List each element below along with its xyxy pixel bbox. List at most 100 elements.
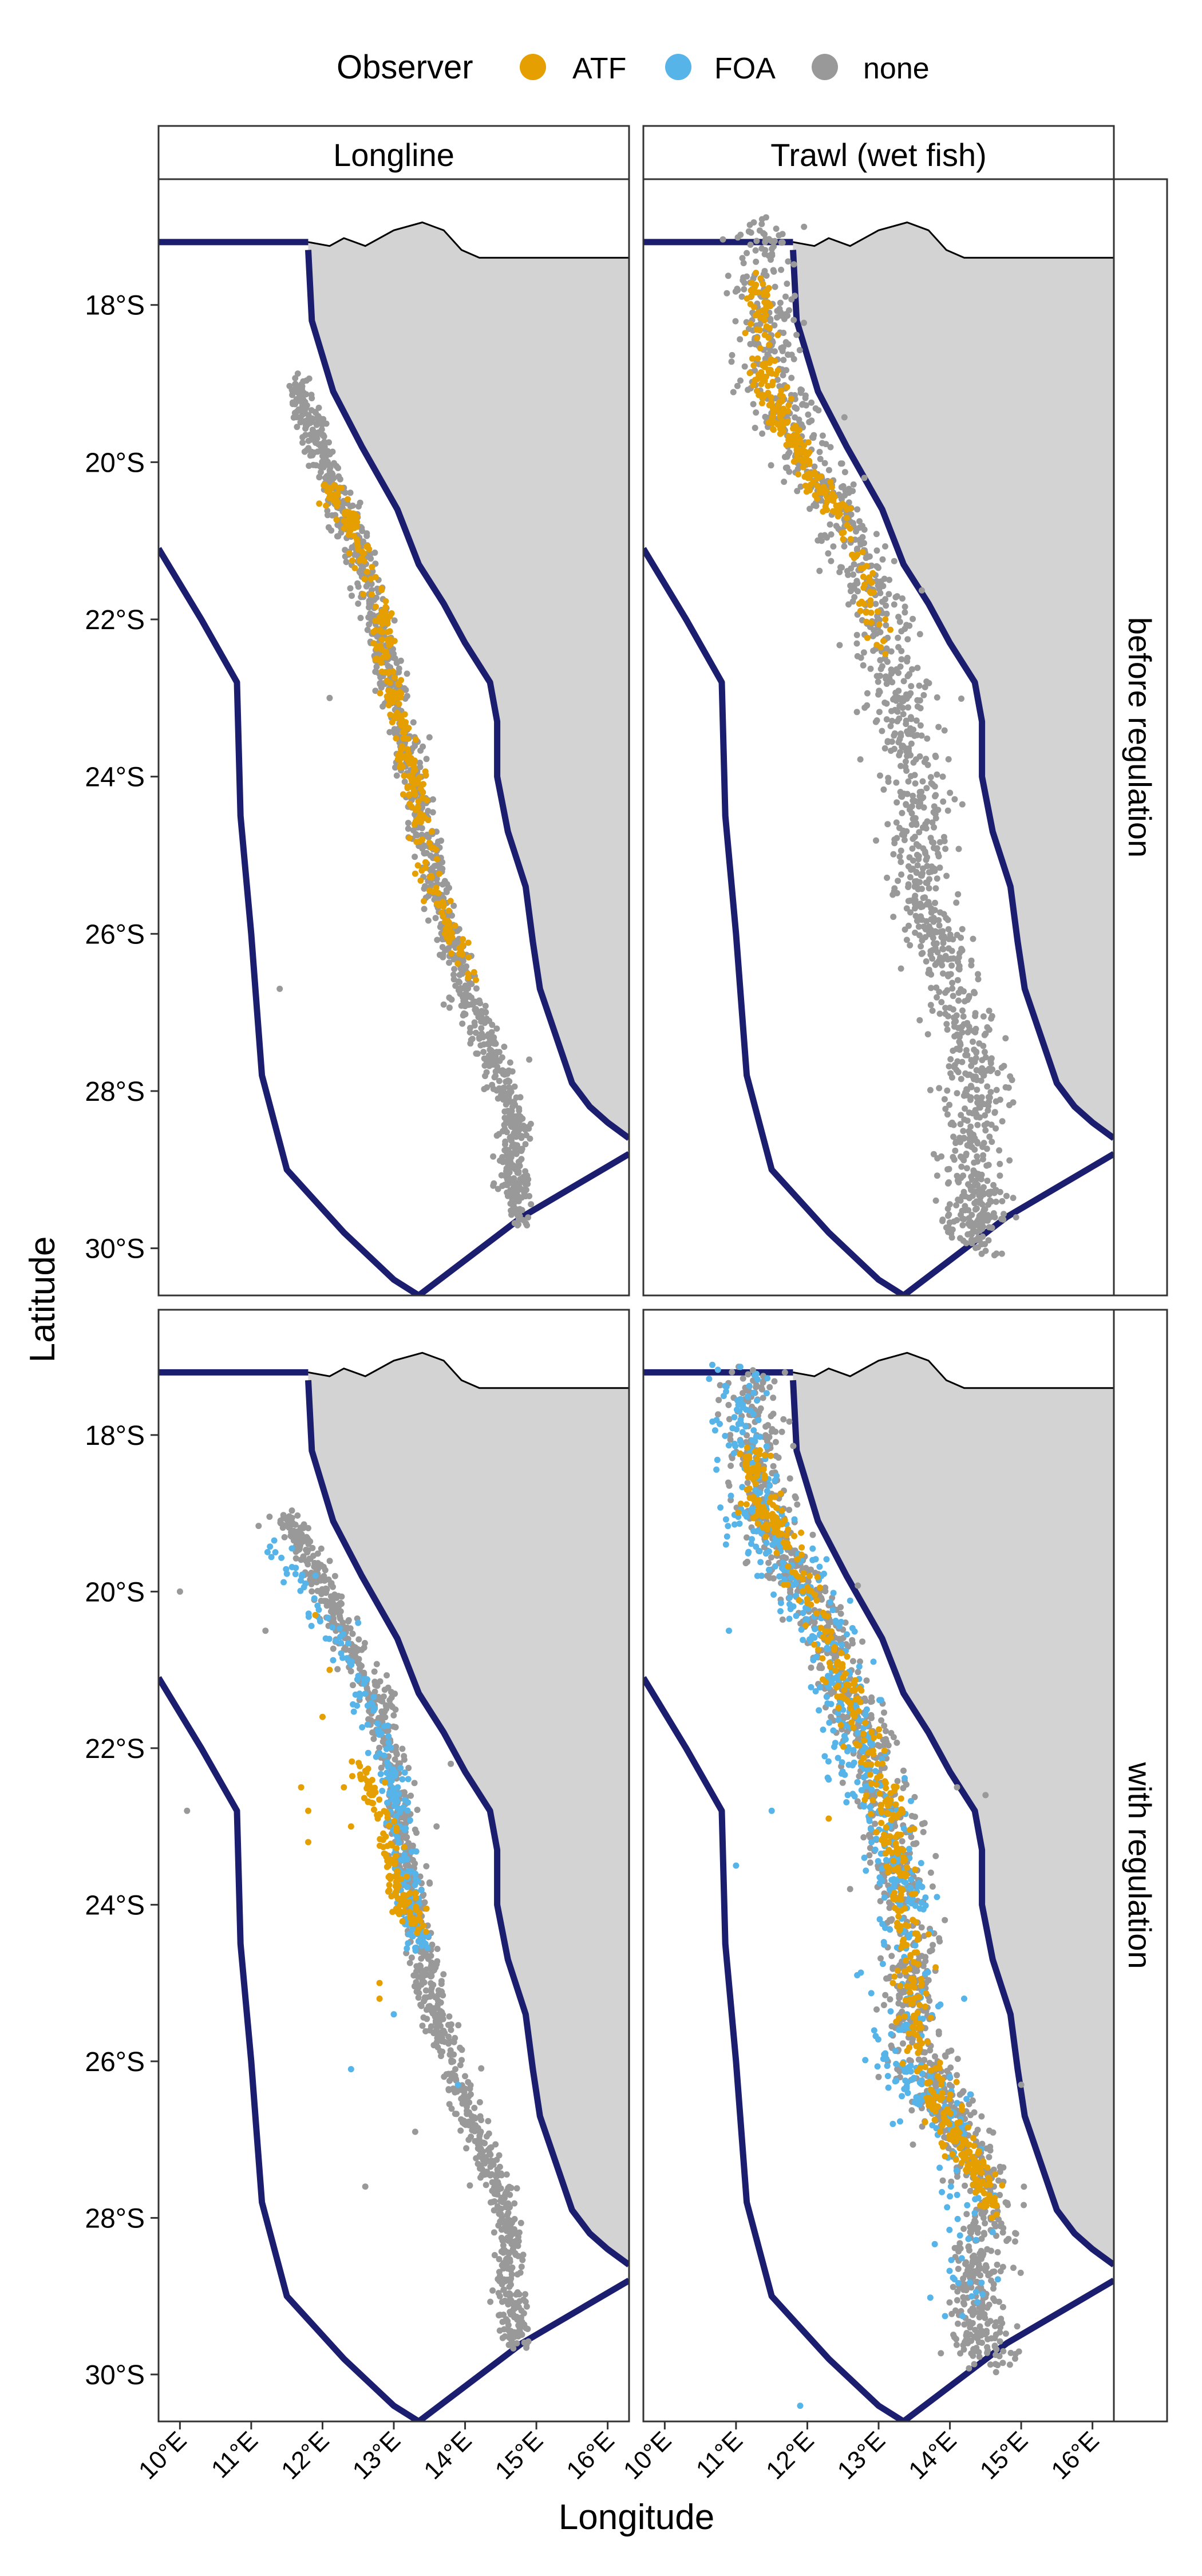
point-none <box>734 382 741 389</box>
point-none <box>986 1008 993 1014</box>
point-none <box>909 845 916 852</box>
point-atf <box>411 757 418 764</box>
point-none <box>446 2013 453 2020</box>
point-none <box>501 1182 508 1188</box>
point-foa <box>394 1834 401 1841</box>
point-none <box>433 1823 440 1830</box>
point-foa <box>396 1791 402 1797</box>
point-none <box>515 2253 521 2259</box>
point-none <box>480 1033 487 1040</box>
point-none <box>959 926 966 933</box>
point-none <box>996 1147 1003 1154</box>
point-none <box>853 709 860 716</box>
point-none <box>301 448 308 455</box>
point-foa <box>383 1759 390 1765</box>
point-none <box>729 1369 736 1376</box>
point-none <box>935 724 942 730</box>
point-none <box>498 1172 505 1179</box>
point-none <box>966 1026 973 1033</box>
point-none <box>770 1575 777 1582</box>
point-atf <box>382 604 389 610</box>
point-atf <box>353 523 360 530</box>
point-foa <box>298 1573 305 1580</box>
point-none <box>978 1226 985 1232</box>
point-none <box>919 778 926 785</box>
point-none <box>295 397 302 404</box>
point-none <box>891 840 898 847</box>
point-none <box>898 871 905 878</box>
panel-trawl-with <box>642 1309 1115 2423</box>
point-none <box>492 2186 499 2192</box>
point-none <box>893 666 900 673</box>
point-atf <box>305 1807 311 1814</box>
point-none <box>822 1588 829 1595</box>
point-none <box>781 1369 788 1376</box>
point-none <box>821 460 828 467</box>
point-atf <box>837 501 844 508</box>
point-none <box>448 1760 454 1767</box>
point-none <box>868 562 875 569</box>
point-atf <box>423 1905 430 1912</box>
point-foa <box>381 1752 388 1759</box>
point-none <box>910 792 916 799</box>
point-none <box>740 1375 746 1382</box>
point-none <box>408 1792 414 1799</box>
point-none <box>739 255 746 262</box>
point-foa <box>386 1791 393 1797</box>
point-none <box>320 445 327 452</box>
point-none <box>401 779 408 785</box>
point-none <box>491 2190 498 2197</box>
point-none <box>322 1585 329 1592</box>
point-none <box>880 786 887 793</box>
point-none <box>492 2180 499 2187</box>
point-atf <box>362 1768 369 1774</box>
point-none <box>478 2065 485 2072</box>
point-none <box>483 2182 489 2188</box>
point-atf <box>319 1713 326 1720</box>
point-none <box>850 571 857 578</box>
point-none <box>923 918 930 924</box>
point-none <box>889 717 895 724</box>
point-none <box>914 732 920 738</box>
point-none <box>873 673 880 679</box>
point-atf <box>359 591 366 598</box>
point-none <box>918 872 924 879</box>
point-none <box>960 1092 967 1099</box>
point-none <box>335 1593 342 1599</box>
point-none <box>479 2166 486 2173</box>
point-none <box>856 518 863 525</box>
point-atf <box>420 1922 427 1929</box>
point-none <box>302 425 309 432</box>
point-none <box>867 665 874 672</box>
point-none <box>974 1153 980 1160</box>
point-none <box>294 1528 300 1535</box>
point-none <box>943 872 950 879</box>
point-none <box>942 1105 949 1112</box>
point-none <box>417 760 423 766</box>
point-none <box>860 662 867 669</box>
point-none <box>432 915 439 922</box>
point-none <box>343 559 350 566</box>
point-none <box>941 1096 948 1103</box>
point-none <box>428 2023 434 2030</box>
point-none <box>794 1501 801 1508</box>
point-atf <box>383 677 390 684</box>
point-none <box>412 2128 418 2135</box>
point-none <box>923 785 930 792</box>
point-none <box>758 220 765 227</box>
point-foa <box>394 1798 401 1805</box>
point-none <box>487 2172 494 2179</box>
point-none <box>752 425 758 431</box>
point-none <box>515 1168 521 1175</box>
point-none <box>503 1168 509 1175</box>
point-atf <box>381 669 388 675</box>
point-none <box>508 1137 515 1144</box>
point-atf <box>470 969 477 975</box>
point-none <box>934 845 940 852</box>
point-none <box>506 2183 513 2190</box>
point-atf <box>795 471 802 478</box>
point-none <box>511 2200 518 2207</box>
point-none <box>1000 1216 1007 1223</box>
point-atf <box>392 690 398 697</box>
point-atf <box>827 479 834 485</box>
